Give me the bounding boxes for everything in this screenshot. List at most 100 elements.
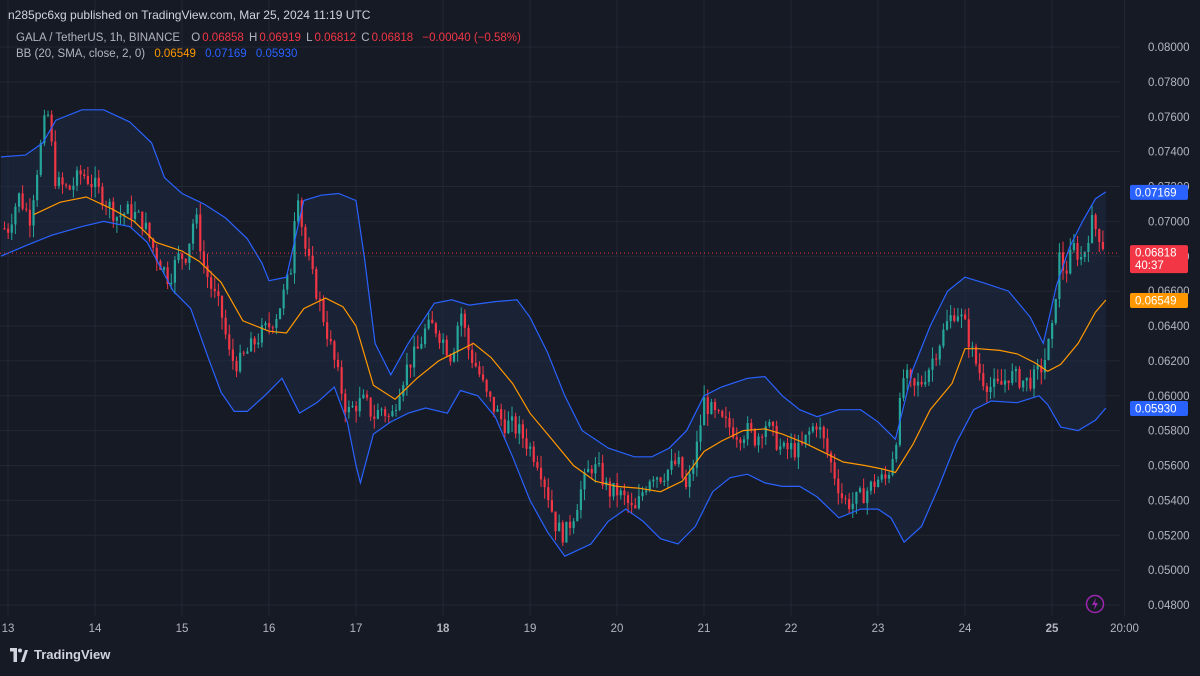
candle-body (365, 394, 369, 398)
candle-body (906, 369, 909, 379)
candle-body (996, 378, 999, 382)
candle-body (1047, 338, 1050, 361)
candle-body (873, 481, 876, 487)
candle-body (942, 329, 945, 347)
candle-body (456, 325, 459, 352)
candle-body (43, 115, 46, 144)
candle-body (489, 391, 492, 397)
candle-body (510, 416, 514, 421)
candle-body (902, 378, 905, 398)
candle-body (945, 321, 949, 330)
candle-body (90, 183, 93, 188)
candle-body (387, 415, 390, 417)
candle-body (655, 477, 659, 480)
price-badge-label: 0.06818 (1135, 248, 1177, 260)
candle-body (735, 437, 738, 440)
y-tick-label: 0.05800 (1148, 426, 1190, 438)
symbol-title[interactable]: GALA / TetherUS, 1h, BINANCE (16, 32, 181, 44)
candle-body (880, 474, 883, 480)
candle-body (257, 342, 260, 345)
low-label: L (306, 32, 313, 44)
candle-body (616, 483, 619, 496)
x-tick-label: 25 (1046, 623, 1059, 635)
candle-body (771, 421, 775, 426)
y-tick-label: 0.07400 (1148, 147, 1190, 159)
candle-body (398, 396, 401, 410)
candle-body (434, 323, 437, 334)
candle-body (1098, 229, 1101, 242)
candle-body (97, 177, 100, 187)
bb-upper-value: 0.07169 (205, 48, 247, 60)
candle-body (826, 438, 829, 453)
x-tick-label: 21 (698, 623, 711, 635)
bb-indicator-label[interactable]: BB (20, SMA, close, 2, 0) (16, 48, 146, 60)
candle-body (840, 493, 843, 499)
candle-body (1011, 371, 1014, 384)
candle-body (1043, 360, 1046, 373)
lightning-bolt-icon[interactable] (1085, 594, 1105, 614)
candle-body (862, 488, 865, 504)
candle-body (17, 193, 21, 207)
candle-body (974, 346, 978, 364)
candle-body (855, 491, 858, 504)
candle-body (590, 468, 593, 474)
candle-body (206, 265, 209, 278)
candle-body (851, 503, 854, 510)
candle-body (384, 409, 387, 416)
candle-body (565, 521, 568, 543)
candle-body (159, 261, 162, 270)
candle-body (710, 402, 713, 415)
candle-body (833, 462, 836, 479)
candle-body (188, 243, 191, 263)
candle-body (587, 468, 590, 473)
candle-body (1000, 381, 1003, 385)
candle-body (46, 114, 50, 116)
candle-body (329, 338, 332, 342)
candle-body (927, 369, 930, 382)
candle-body (684, 477, 688, 488)
candle-body (380, 409, 383, 411)
candle-body (246, 351, 249, 354)
candle-body (7, 228, 10, 233)
candle-body (681, 457, 684, 478)
candle-body (728, 417, 731, 428)
candle-body (775, 425, 778, 450)
tradingview-brand[interactable]: TradingView (10, 647, 110, 662)
candle-body (83, 174, 86, 176)
candle-body (688, 473, 691, 488)
candle-body (931, 358, 934, 370)
bb-legend: BB (20, SMA, close, 2, 0) 0.06549 0.0716… (16, 48, 299, 60)
candle-body (717, 410, 720, 412)
candle-body (1025, 377, 1028, 381)
candle-body (703, 397, 706, 426)
candle-body (119, 215, 122, 218)
x-tick-label: 13 (2, 623, 15, 635)
x-tick-label: 17 (350, 623, 363, 635)
candle-body (1101, 241, 1104, 249)
candle-body (1072, 243, 1075, 250)
candle-body (935, 358, 938, 360)
candle-body (895, 444, 898, 460)
x-tick-label: 14 (89, 623, 102, 635)
candle-body (634, 505, 637, 509)
y-tick-label: 0.06400 (1148, 321, 1190, 333)
candle-body (460, 313, 463, 326)
candle-body (790, 443, 793, 450)
candle-body (746, 423, 749, 440)
candle-body (757, 436, 760, 446)
candle-body (884, 474, 887, 479)
candle-body (808, 431, 811, 435)
candle-body (94, 177, 97, 188)
candle-body (391, 411, 394, 416)
x-tick-label: 15 (176, 623, 189, 635)
candle-body (967, 319, 970, 348)
candle-body (376, 409, 379, 419)
high-value: 0.06919 (259, 32, 301, 44)
price-badge (1130, 245, 1188, 274)
candle-body (819, 427, 822, 430)
bb-lower-value: 0.05930 (255, 48, 298, 60)
candle-body (231, 349, 234, 361)
candle-body (877, 479, 880, 487)
